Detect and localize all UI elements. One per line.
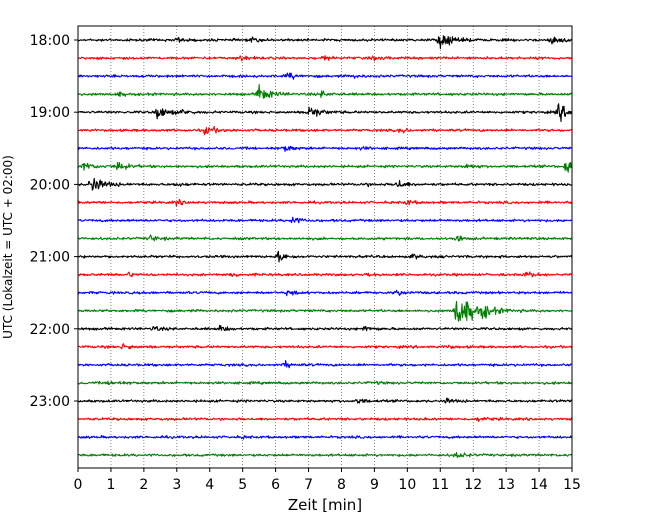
seismogram-trace-1930 [78,145,572,152]
seismogram-trace-1945 [78,161,572,173]
x-tick-label: 15 [563,477,581,493]
x-tick-label: 3 [172,477,181,493]
seismogram-trace-1915 [78,125,572,136]
seismogram-trace-1845 [78,84,572,99]
seismogram-trace-2200 [78,324,572,332]
y-tick-label: 21:00 [30,250,70,266]
x-tick-label: 12 [464,477,482,493]
x-axis-ticks: 0 1 2 3 4 5 6 7 8 9 10 11 12 13 14 15 [74,468,581,493]
y-tick-label: 23:00 [30,394,70,410]
y-tick-label: 20:00 [30,177,70,193]
seismogram-trace-2315 [78,416,572,423]
seismogram-trace-2015 [78,198,572,207]
x-tick-label: 11 [431,477,449,493]
seismogram-trace-1900 [78,103,572,123]
y-tick-label: 22:00 [30,322,70,338]
x-tick-label: 10 [398,477,416,493]
seismogram-trace-2300 [78,397,572,404]
x-tick-label: 2 [139,477,148,493]
seismogram-trace-1800 [78,35,572,50]
seismogram-trace-1830 [78,72,572,80]
seismogram-trace-2345 [78,451,572,458]
y-axis-label: UTC (Lokalzeit = UTC + 02:00) [1,155,15,339]
y-tick-label: 18:00 [30,33,70,49]
seismogram-trace-2145 [78,300,572,322]
seismogram-trace-2330 [78,434,572,440]
x-tick-label: 13 [497,477,515,493]
y-tick-label: 19:00 [30,105,70,121]
seismogram-trace-2045 [78,234,572,242]
x-tick-label: 6 [271,477,280,493]
x-tick-label: 9 [370,477,379,493]
seismogram-trace-2030 [78,216,572,224]
x-tick-label: 0 [74,477,83,493]
x-axis-label: Zeit [min] [288,496,362,514]
plot-frame [77,25,573,469]
seismogram-traces [78,35,572,458]
x-tick-label: 1 [106,477,115,493]
seismogram-trace-2130 [78,289,572,297]
x-tick-label: 14 [530,477,548,493]
x-tick-label: 5 [238,477,247,493]
x-tick-label: 8 [337,477,346,493]
x-tick-label: 4 [205,477,214,493]
seismogram-trace-2115 [78,271,572,278]
seismogram-trace-2100 [78,250,572,263]
seismogram-trace-2000 [78,177,572,191]
seismogram-trace-2230 [78,360,572,369]
y-axis-ticks: 18:00 19:00 20:00 21:00 22:00 23:00 [30,33,78,410]
seismogram-trace-2215 [78,343,572,350]
seismogram-trace-1815 [78,55,572,62]
seismogram-trace-2245 [78,380,572,386]
x-tick-label: 7 [304,477,313,493]
